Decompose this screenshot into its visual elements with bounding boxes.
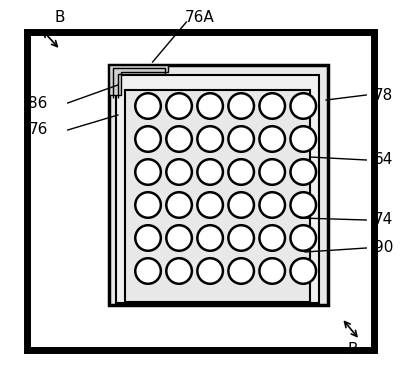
Circle shape bbox=[197, 159, 223, 185]
Circle shape bbox=[290, 258, 315, 284]
Circle shape bbox=[259, 93, 284, 119]
Circle shape bbox=[135, 225, 160, 251]
Circle shape bbox=[166, 192, 191, 218]
Circle shape bbox=[166, 126, 191, 152]
Circle shape bbox=[290, 159, 315, 185]
Circle shape bbox=[135, 159, 160, 185]
Circle shape bbox=[228, 159, 253, 185]
Text: 76A: 76A bbox=[185, 11, 215, 25]
Text: 86: 86 bbox=[28, 95, 48, 110]
Circle shape bbox=[197, 258, 223, 284]
Circle shape bbox=[166, 225, 191, 251]
Bar bbox=[116, 75, 318, 303]
Circle shape bbox=[228, 93, 253, 119]
Circle shape bbox=[135, 126, 160, 152]
Text: 90: 90 bbox=[373, 240, 392, 255]
Text: 64: 64 bbox=[373, 153, 392, 167]
Circle shape bbox=[228, 258, 253, 284]
Circle shape bbox=[166, 93, 191, 119]
Text: 74: 74 bbox=[373, 212, 392, 228]
Circle shape bbox=[135, 258, 160, 284]
Text: 76: 76 bbox=[28, 123, 48, 138]
Circle shape bbox=[228, 225, 253, 251]
Circle shape bbox=[135, 192, 160, 218]
Circle shape bbox=[166, 159, 191, 185]
Circle shape bbox=[259, 225, 284, 251]
Circle shape bbox=[290, 126, 315, 152]
Bar bbox=[125, 90, 309, 302]
Circle shape bbox=[259, 192, 284, 218]
Circle shape bbox=[290, 93, 315, 119]
Text: 78: 78 bbox=[373, 87, 392, 102]
Bar bbox=[26, 32, 373, 350]
Circle shape bbox=[290, 225, 315, 251]
Circle shape bbox=[228, 192, 253, 218]
Circle shape bbox=[197, 93, 223, 119]
Circle shape bbox=[166, 258, 191, 284]
Text: B: B bbox=[54, 11, 64, 25]
Circle shape bbox=[197, 126, 223, 152]
Circle shape bbox=[259, 159, 284, 185]
Circle shape bbox=[197, 225, 223, 251]
Bar bbox=[109, 65, 327, 305]
Polygon shape bbox=[109, 65, 168, 95]
Circle shape bbox=[197, 192, 223, 218]
Circle shape bbox=[135, 93, 160, 119]
Circle shape bbox=[259, 258, 284, 284]
Text: B: B bbox=[347, 342, 358, 357]
Circle shape bbox=[259, 126, 284, 152]
Circle shape bbox=[228, 126, 253, 152]
Circle shape bbox=[290, 192, 315, 218]
